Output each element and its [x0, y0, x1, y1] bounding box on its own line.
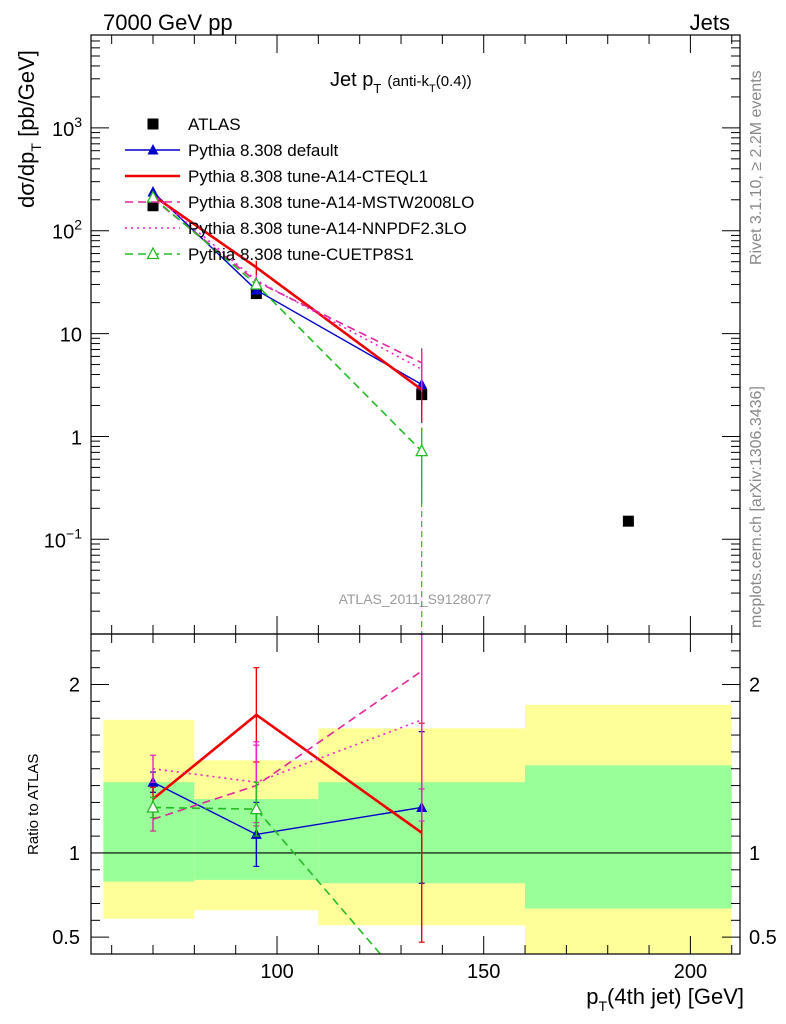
data-point: [249, 277, 263, 290]
ratio-y-tick-label-left: 0.5: [52, 927, 80, 949]
legend-marker: [147, 144, 159, 155]
ratio-y-tick-label-left: 1: [69, 843, 80, 865]
legend-label: Pythia 8.308 default: [188, 141, 339, 160]
mcplots-label: mcplots.cern.ch [arXiv:1306.3436]: [748, 386, 765, 628]
ratio-series-line: [152, 719, 422, 784]
data-point: [415, 443, 429, 457]
legend-label: Pythia 8.308 tune-A14-MSTW2008LO: [188, 193, 474, 212]
ratio-y-tick-label-right: 2: [749, 675, 760, 697]
ratio-ylabel: Ratio to ATLAS: [25, 754, 42, 855]
ratio-y-tick-label-right: 1: [749, 843, 760, 865]
ratio-data-point: [249, 801, 263, 815]
x-tick-label: 200: [674, 961, 707, 983]
ratio-y-tick-label-right: 0.5: [749, 927, 777, 949]
legend-label: Pythia 8.308 tune-A14-NNPDF2.3LO: [188, 219, 467, 238]
ratio-y-tick-label-left: 2: [69, 675, 80, 697]
x-tick-label: 100: [260, 961, 293, 983]
analysis-watermark: ATLAS_2011_S9128077: [339, 591, 492, 607]
ratio-data-point: [146, 800, 160, 813]
main-ylabel: dσ/dpT [pb/GeV]: [14, 50, 44, 208]
legend-marker: [147, 118, 159, 130]
x-tick-label: 150: [467, 961, 500, 983]
y-tick-label: 10: [60, 325, 82, 347]
legend-marker: [146, 246, 160, 260]
series-line: [152, 193, 423, 370]
chart-title: Jet pT (anti-kT(0.4)): [330, 69, 472, 96]
y-tick-label: 103: [52, 114, 82, 141]
y-tick-label: 1: [71, 427, 82, 449]
data-point: [622, 515, 634, 527]
uncertainty-band-inner: [103, 782, 195, 882]
legend-label: ATLAS: [188, 115, 241, 134]
y-tick-label: 102: [52, 217, 82, 244]
uncertainty-band-inner: [525, 765, 732, 909]
rivet-label: Rivet 3.1.10, ≥ 2.2M events: [748, 70, 765, 265]
legend-label: Pythia 8.308 tune-CUETP8S1: [188, 245, 414, 264]
header-process: Jets: [690, 10, 730, 35]
header-energy: 7000 GeV pp: [103, 10, 233, 35]
legend-label: Pythia 8.308 tune-A14-CTEQL1: [188, 167, 428, 186]
y-tick-label: 10−1: [44, 525, 82, 552]
x-axis-label: pT(4th jet) [GeV]: [586, 984, 744, 1014]
data-point: [147, 200, 159, 212]
ratio-plot-frame: [90, 633, 741, 955]
